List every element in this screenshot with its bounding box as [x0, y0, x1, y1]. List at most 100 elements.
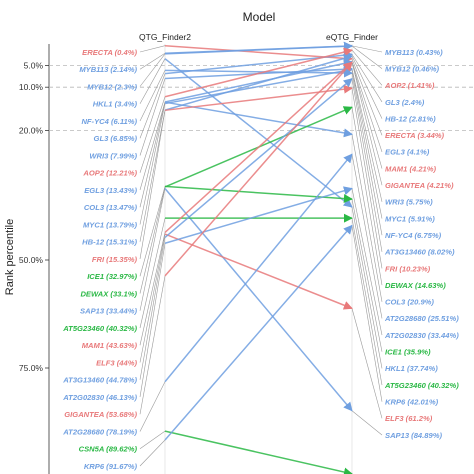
right-gene-label: GIGANTEA (4.21%): [385, 181, 454, 190]
rank-change-arrow: [164, 224, 353, 441]
left-gene-label: AT2G28680 (78.19%): [62, 427, 137, 436]
right-label-connector: [351, 73, 383, 236]
right-gene-label: AT3G13460 (8.02%): [384, 248, 455, 257]
left-gene-label: WRI3 (7.99%): [89, 151, 137, 160]
left-gene-label: DEWAX (33.1%): [80, 289, 137, 298]
left-gene-label: AT5G23460 (40.32%): [62, 324, 137, 333]
right-label-connector: [351, 56, 383, 119]
left-label-connector: [139, 101, 166, 191]
right-gene-label: KRP6 (42.01%): [385, 397, 439, 406]
right-label-connector: [351, 410, 383, 436]
right-gene-label: MYC1 (5.91%): [385, 214, 435, 223]
right-label-connector: [351, 58, 383, 136]
right-label-connector: [351, 107, 383, 286]
rank-change-arrow: [164, 66, 353, 105]
rank-change-arrow: [164, 59, 353, 103]
rank-change-arrow: [164, 54, 353, 111]
right-label-connector: [351, 199, 383, 352]
right-gene-label: AT2G02830 (33.44%): [384, 331, 459, 340]
right-label-connector: [351, 206, 383, 369]
left-gene-label: MYB113 (2.14%): [79, 65, 137, 74]
left-label-connector: [139, 232, 166, 346]
column-header-right: eQTG_Finder: [326, 32, 378, 42]
right-label-connector: [351, 54, 383, 103]
left-label-connector: [139, 381, 166, 432]
right-gene-label: DEWAX (14.63%): [385, 281, 446, 290]
right-label-connector: [351, 308, 383, 419]
right-label-connector: [351, 154, 383, 319]
left-gene-label: SAP13 (33.44%): [80, 307, 137, 316]
rank-change-arrow: [164, 186, 353, 245]
rank-change-arrow: [164, 61, 353, 234]
rank-change-arrow: [164, 41, 353, 55]
left-label-connector: [139, 73, 166, 139]
right-label-connector: [351, 62, 383, 186]
rank-change-arrow: [164, 153, 353, 383]
right-label-connector: [351, 45, 383, 53]
left-gene-label: NF-YC4 (6.11%): [81, 117, 137, 126]
chart-title: Model: [243, 10, 276, 24]
right-gene-label: AT5G23460 (40.32%): [384, 381, 459, 390]
y-tick-label: 50.0%: [19, 255, 44, 265]
left-gene-label: AT2G02830 (46.13%): [62, 393, 137, 402]
right-gene-label: AT2G28680 (25.51%): [384, 314, 459, 323]
right-label-connector: [351, 69, 383, 219]
left-label-connector: [139, 188, 166, 311]
right-gene-label: ICE1 (35.9%): [385, 348, 431, 357]
right-gene-label: GL3 (2.4%): [385, 98, 425, 107]
left-gene-label: MYB12 (2.3%): [87, 82, 137, 91]
right-gene-label: WRI3 (5.75%): [385, 198, 433, 207]
left-gene-label: MYC1 (13.79%): [83, 220, 137, 229]
left-gene-label: ICE1 (32.97%): [87, 272, 137, 281]
left-label-connector: [139, 237, 166, 380]
left-gene-label: CSN5A (89.62%): [79, 445, 138, 454]
right-gene-label: HB-12 (2.81%): [385, 114, 436, 123]
right-label-connector: [351, 61, 383, 153]
left-gene-label: MAM1 (43.63%): [82, 341, 138, 350]
left-gene-label: AOP2 (12.21%): [82, 169, 137, 178]
right-label-connector: [351, 78, 383, 252]
right-label-connector: [351, 68, 383, 202]
right-gene-label: ERECTA (3.44%): [385, 131, 445, 140]
left-label-connector: [139, 52, 166, 70]
left-label-connector: [139, 186, 166, 294]
right-label-connector: [351, 88, 383, 269]
right-gene-label: MYB12 (0.46%): [385, 64, 439, 73]
rank-change-arrow: [164, 47, 353, 98]
left-label-connector: [139, 275, 166, 415]
left-gene-label: ELF3 (44%): [96, 358, 137, 367]
right-label-connector: [351, 225, 383, 402]
left-label-connector: [139, 110, 166, 242]
y-tick-label: 5.0%: [24, 61, 44, 71]
left-gene-label: AT3G13460 (44.78%): [62, 376, 137, 385]
left-gene-label: HKL1 (3.4%): [93, 100, 138, 109]
left-label-connector: [139, 96, 166, 173]
left-label-connector: [139, 53, 166, 87]
left-label-connector: [139, 45, 166, 53]
left-label-connector: [139, 102, 166, 208]
rank-change-arrow: [164, 84, 353, 112]
right-gene-label: FRI (10.23%): [385, 264, 431, 273]
y-tick-label: 75.0%: [19, 363, 44, 373]
left-label-connector: [139, 439, 166, 467]
left-gene-label: ERECTA (0.4%): [82, 48, 137, 57]
right-gene-label: SAP13 (84.89%): [385, 431, 442, 440]
left-label-connector: [139, 58, 166, 104]
right-gene-label: MYB113 (0.43%): [385, 48, 443, 57]
right-gene-label: ELF3 (61.2%): [385, 414, 433, 423]
right-gene-label: HKL1 (37.74%): [385, 364, 438, 373]
left-label-connector: [139, 110, 166, 260]
y-axis-label: Rank percentile: [4, 219, 16, 295]
left-label-connector: [139, 430, 166, 449]
right-label-connector: [351, 218, 383, 386]
rank-change-arrow: [164, 233, 353, 310]
left-gene-label: KRP6 (91.67%): [84, 462, 138, 471]
rank-change-arrow: [164, 61, 353, 277]
right-label-connector: [351, 62, 383, 169]
rank-change-arrow: [164, 187, 353, 412]
rank-change-arrow: [164, 101, 353, 138]
right-gene-label: AOP2 (1.41%): [384, 81, 435, 90]
right-label-connector: [351, 188, 383, 336]
left-label-connector: [139, 234, 166, 363]
right-gene-label: MAM1 (4.21%): [385, 164, 437, 173]
